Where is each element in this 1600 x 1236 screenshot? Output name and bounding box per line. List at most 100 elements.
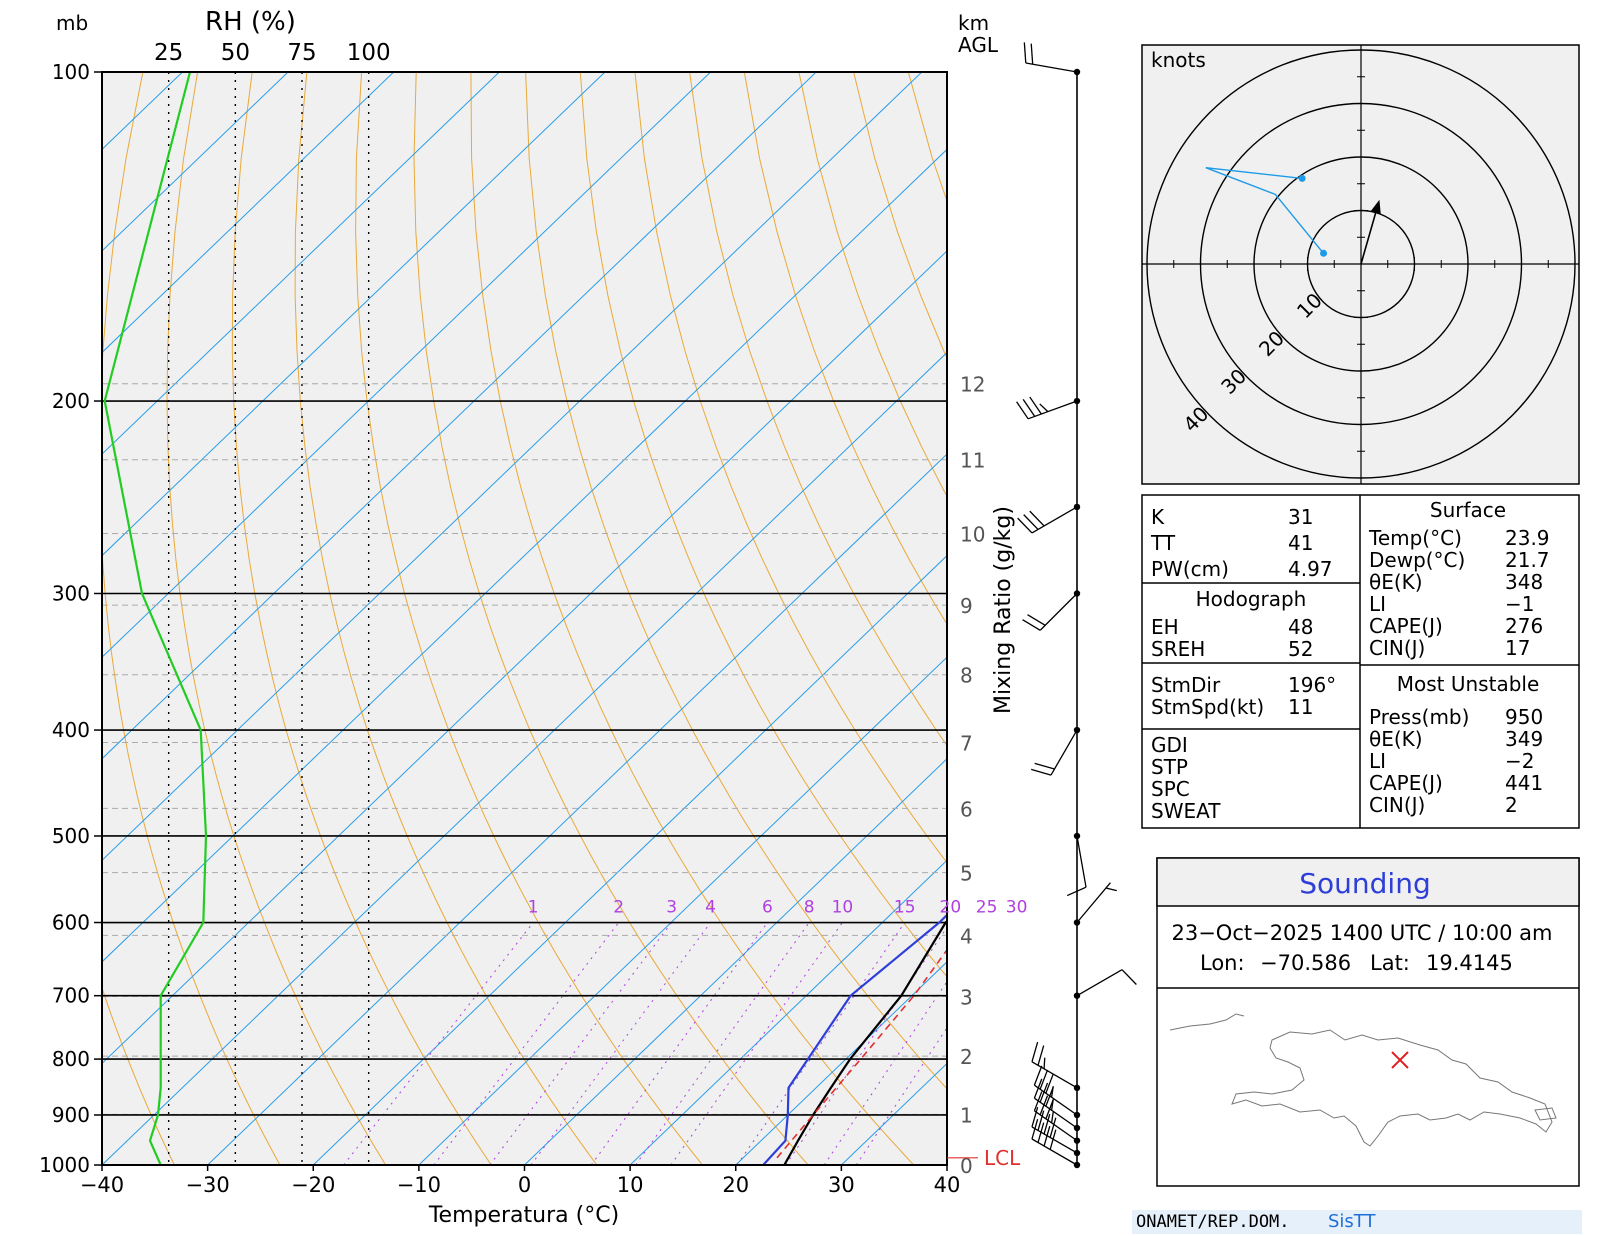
index-value: 4.97 — [1288, 557, 1333, 581]
indices-table: K 31 TT 41 PW(cm) 4.97 Hodograph EH 48 SREH 52 StmD… — [1141, 494, 1580, 829]
wind-barb-feather — [1039, 1082, 1049, 1103]
pressure-tick-label: 300 — [52, 581, 90, 605]
storm-motion-arrowhead-icon — [1370, 199, 1381, 215]
index-value: 41 — [1288, 531, 1313, 555]
rh-tick-label: 25 — [154, 40, 183, 66]
misc-index-label: STP — [1151, 755, 1188, 779]
wind-barb-feather — [1066, 886, 1087, 897]
pressure-tick-label: 200 — [52, 389, 90, 413]
dry-adiabat — [166, 72, 387, 1165]
mixing-ratio-label: 2 — [613, 898, 624, 918]
x-tick-label: 0 — [518, 1173, 531, 1197]
wind-barb-feather — [1033, 1065, 1043, 1086]
wind-barb-feather — [1030, 43, 1034, 65]
x-tick-label: −20 — [291, 1173, 335, 1197]
wind-barb-feather — [1022, 398, 1036, 417]
x-tick-label: −40 — [80, 1173, 124, 1197]
hodograph-trace — [1205, 167, 1325, 254]
mixing-ratio-label: 4 — [705, 898, 716, 918]
dry-adiabat — [355, 72, 703, 1165]
mixing-ratio-line — [433, 922, 620, 1165]
isotherm — [735, 961, 947, 1165]
most-unstable-index-value: −2 — [1505, 749, 1534, 773]
dry-adiabat — [102, 72, 281, 1165]
hodograph-index-value: 48 — [1288, 615, 1313, 639]
rh-tick-label: 100 — [347, 40, 391, 66]
most-unstable-index-label: LI — [1369, 749, 1386, 773]
pressure-tick-label: 700 — [52, 984, 90, 1008]
x-tick-label: −30 — [185, 1173, 229, 1197]
index-label: K — [1151, 505, 1165, 529]
most-unstable-index-value: 2 — [1505, 793, 1518, 817]
wind-barb — [1073, 882, 1117, 926]
isotherm — [102, 351, 947, 1165]
wind-barb — [1031, 1106, 1081, 1157]
x-tick-label: 40 — [934, 1173, 961, 1197]
wind-barb-feather — [1031, 1041, 1039, 1063]
wind-barb-feather — [1022, 619, 1041, 631]
pressure-tick-label: 900 — [52, 1103, 90, 1127]
height-tick-label: 2 — [960, 1045, 973, 1069]
wind-barb-staff — [1076, 969, 1123, 997]
wind-barb — [1031, 1041, 1081, 1092]
skewt-plot: −40 −30 −20 −10 0 10 20 30 401002003004005006007… — [39, 7, 1028, 1228]
height-unit-km: km — [958, 11, 989, 35]
wind-barb — [1016, 396, 1081, 420]
isotherm — [102, 72, 923, 862]
wind-barb-staff — [1031, 1061, 1078, 1089]
wind-barb-column — [1016, 42, 1137, 1169]
surface-index-value: 276 — [1505, 614, 1543, 638]
mixing-ratio-line — [590, 922, 768, 1165]
mixing-ratio-label: 30 — [1006, 898, 1028, 918]
mixing-ratio-line — [736, 922, 906, 1165]
pressure-unit-label: mb — [56, 11, 88, 35]
index-label: PW(cm) — [1151, 557, 1229, 581]
isotherm — [312, 554, 947, 1165]
hodograph-index-label: SREH — [1151, 637, 1205, 661]
plot-background — [102, 72, 947, 1165]
temperature-profile — [783, 919, 947, 1165]
mixing-ratio-label: 25 — [976, 898, 998, 918]
surface-index-label: θE(K) — [1369, 570, 1423, 594]
wind-barb-staff — [1076, 835, 1087, 888]
wind-barb-feather — [1029, 510, 1045, 527]
wind-barb-feather — [1023, 514, 1039, 530]
lon-label: Lon: — [1200, 951, 1245, 975]
wind-barb-feather — [1050, 1086, 1054, 1098]
wind-barb-feather — [1016, 401, 1029, 420]
wind-barb-feather — [1033, 1078, 1043, 1099]
most-unstable-index-label: CIN(J) — [1369, 793, 1425, 817]
mixing-ratio-line — [489, 922, 673, 1165]
wind-barb — [1033, 1065, 1081, 1119]
index-value: 31 — [1288, 505, 1313, 529]
lcl-label: LCL — [984, 1146, 1021, 1170]
surface-index-label: Temp(°C) — [1368, 526, 1462, 550]
rh-tick-label: 75 — [287, 40, 316, 66]
lon-value: −70.586 — [1260, 951, 1351, 975]
most-unstable-index-value: 349 — [1505, 727, 1543, 751]
wind-barb-feather — [1027, 614, 1046, 626]
mixing-ratio-label: 15 — [894, 898, 916, 918]
info-title-bar — [1156, 857, 1580, 907]
height-tick-label: 9 — [960, 594, 973, 618]
wind-barb — [1023, 42, 1081, 76]
surface-index-value: −1 — [1505, 592, 1534, 616]
storm-motion-arrow — [1360, 207, 1378, 265]
mixing-ratio-label: 10 — [832, 898, 854, 918]
height-tick-label: 0 — [960, 1154, 973, 1178]
skewt-grid — [102, 72, 947, 1165]
pressure-tick-label: 100 — [52, 60, 90, 84]
x-axis-title: Temperatura (°C) — [428, 1203, 619, 1228]
wind-barb-feather — [1045, 1073, 1054, 1094]
rh-tick-label: 50 — [221, 40, 250, 66]
wind-barb-feather — [1043, 1113, 1051, 1135]
dry-adiabat — [102, 986, 175, 1165]
storm-index-value: 196° — [1288, 673, 1336, 697]
most-unstable-index-label: Press(mb) — [1369, 705, 1469, 729]
wind-barb-staff — [1076, 882, 1111, 923]
cuba-coast — [1169, 1013, 1245, 1031]
wind-barb-staff — [1034, 1097, 1078, 1129]
mixing-ratio-label: 20 — [940, 898, 962, 918]
wind-barb-feather — [1039, 403, 1049, 413]
